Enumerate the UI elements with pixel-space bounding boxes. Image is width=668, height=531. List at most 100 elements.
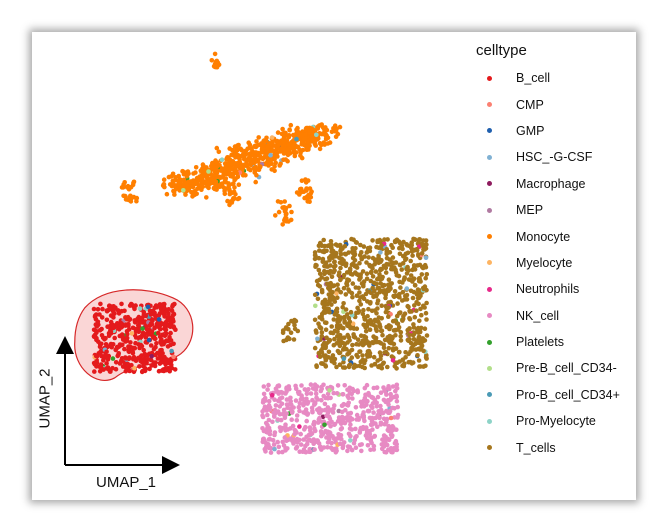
data-point	[350, 396, 355, 401]
data-point	[280, 330, 286, 336]
data-point	[275, 439, 280, 445]
data-point	[322, 310, 328, 315]
data-point	[327, 255, 332, 261]
data-point	[339, 403, 345, 409]
data-point	[257, 164, 263, 169]
data-point	[293, 150, 298, 155]
data-point	[375, 277, 380, 282]
data-point	[418, 306, 423, 312]
data-point	[148, 312, 154, 317]
data-point	[170, 304, 175, 309]
data-point	[372, 361, 378, 367]
data-point	[315, 137, 320, 142]
data-point	[214, 145, 220, 151]
data-point	[157, 302, 163, 307]
data-point	[315, 296, 321, 302]
legend-swatch	[487, 365, 492, 371]
data-point	[334, 291, 339, 296]
data-point	[169, 348, 174, 354]
data-point	[386, 437, 392, 443]
data-point	[388, 299, 394, 305]
data-point	[348, 438, 353, 443]
data-point	[128, 184, 134, 190]
data-point	[93, 353, 99, 359]
data-point	[260, 414, 266, 420]
data-point	[400, 289, 406, 295]
data-point	[354, 326, 360, 332]
data-point	[254, 139, 259, 144]
data-point	[408, 349, 413, 354]
data-point	[232, 185, 237, 190]
data-point	[293, 446, 299, 451]
data-point	[123, 315, 129, 320]
data-point	[419, 343, 425, 349]
data-point	[286, 134, 292, 140]
data-point	[370, 238, 375, 243]
data-point	[392, 328, 398, 333]
data-point	[317, 146, 323, 152]
data-point	[357, 277, 362, 282]
data-point	[335, 282, 340, 287]
data-point	[420, 243, 425, 249]
data-point	[395, 404, 401, 410]
data-point	[101, 358, 106, 363]
data-point	[282, 218, 287, 223]
data-point	[322, 127, 327, 132]
data-point	[319, 142, 324, 148]
data-point	[333, 450, 339, 455]
data-point	[367, 262, 372, 268]
data-point	[339, 436, 344, 442]
data-point	[356, 285, 362, 291]
data-point	[330, 248, 336, 254]
data-point	[294, 190, 300, 195]
data-point	[320, 361, 326, 367]
legend-label: Myelocyte	[516, 255, 573, 270]
data-point	[167, 318, 172, 324]
data-point	[386, 314, 391, 320]
data-point	[123, 365, 129, 371]
data-point	[183, 171, 188, 176]
data-point	[327, 309, 332, 315]
data-point	[164, 308, 169, 314]
data-point	[321, 382, 326, 388]
data-point	[338, 417, 343, 423]
data-point	[140, 315, 145, 321]
data-point	[298, 442, 304, 447]
data-point	[285, 151, 291, 156]
data-point	[149, 350, 155, 356]
data-point	[347, 338, 352, 343]
data-point	[395, 321, 401, 327]
data-point	[324, 320, 329, 326]
data-point	[371, 385, 377, 391]
data-point	[313, 387, 319, 393]
data-point	[424, 272, 430, 277]
data-point	[357, 430, 363, 435]
data-point	[415, 287, 421, 292]
data-point	[374, 244, 379, 250]
data-point	[272, 414, 277, 419]
data-point	[360, 294, 366, 299]
data-point	[172, 367, 178, 372]
data-point	[327, 243, 332, 248]
data-point	[354, 363, 359, 369]
data-point	[280, 126, 285, 132]
data-point	[161, 177, 167, 182]
data-point	[318, 429, 324, 434]
data-point	[127, 317, 132, 323]
data-point	[360, 353, 365, 358]
data-point	[327, 271, 332, 276]
data-point	[247, 142, 253, 148]
data-point	[326, 408, 332, 414]
data-point	[212, 64, 217, 69]
data-point	[364, 425, 369, 430]
data-point	[171, 341, 176, 347]
data-point	[424, 300, 429, 306]
data-point	[122, 180, 127, 185]
data-point	[373, 318, 379, 324]
data-point	[361, 404, 367, 409]
data-point	[361, 244, 367, 249]
data-point	[173, 175, 178, 180]
data-point	[331, 390, 337, 396]
data-point	[278, 417, 284, 423]
data-point	[243, 157, 248, 162]
